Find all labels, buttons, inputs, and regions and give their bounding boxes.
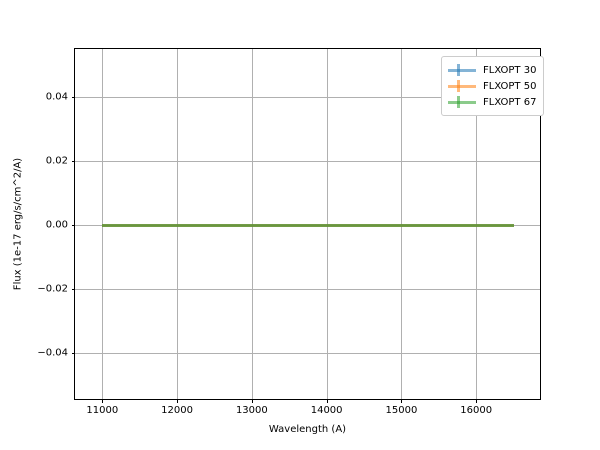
legend-item-label: FLXOPT 30 <box>483 64 537 76</box>
legend-item[interactable]: FLXOPT 67 <box>448 94 536 110</box>
x-tick-mark <box>177 399 179 403</box>
y-tick-mark <box>71 353 75 354</box>
x-tick-label: 13000 <box>235 405 268 416</box>
x-tick-mark <box>326 399 328 403</box>
y-tick-mark <box>71 97 75 98</box>
errorbar-icon <box>448 95 476 109</box>
x-axis-label: Wavelength (A) <box>268 424 347 435</box>
gridline-horizontal <box>75 97 540 98</box>
errorbar-icon <box>448 79 476 93</box>
gridline-horizontal <box>75 353 540 354</box>
plot-axes: 11000 12000 13000 14000 15000 16000 0.04 0.02 0.… <box>37 48 545 416</box>
y-tick-label: 0.00 <box>45 219 68 231</box>
x-tick-label: 11000 <box>86 405 119 416</box>
legend-item-label: FLXOPT 50 <box>483 80 537 92</box>
y-tick-label: −0.02 <box>37 283 68 295</box>
y-tick-mark <box>71 225 75 226</box>
y-axis-label: Flux (1e-17 erg/s/cm^2/A) <box>12 157 24 291</box>
y-tick-label: −0.04 <box>37 347 68 359</box>
y-tick-mark <box>71 289 75 290</box>
x-tick-mark <box>401 399 403 403</box>
x-tick-label: 16000 <box>460 405 493 416</box>
x-tick-mark <box>102 399 104 403</box>
y-tick-label: 0.02 <box>45 155 68 167</box>
chart-legend[interactable]: FLXOPT 30 FLXOPT 50 FLXOPT 67 <box>441 56 545 116</box>
x-tick-label: 14000 <box>310 405 343 416</box>
y-tick-mark <box>71 161 75 162</box>
x-tick-mark <box>251 399 253 403</box>
errorbar-icon <box>448 63 476 77</box>
y-tick-label: 0.04 <box>45 91 68 103</box>
x-tick-label: 15000 <box>385 405 418 416</box>
legend-item[interactable]: FLXOPT 50 <box>448 78 536 94</box>
legend-item-label: FLXOPT 67 <box>483 96 537 108</box>
legend-item[interactable]: FLXOPT 30 <box>448 62 536 78</box>
x-tick-mark <box>476 399 478 403</box>
gridline-horizontal <box>75 289 540 290</box>
data-series-line <box>102 223 514 227</box>
x-tick-label: 12000 <box>161 405 193 416</box>
gridline-horizontal <box>75 161 540 162</box>
